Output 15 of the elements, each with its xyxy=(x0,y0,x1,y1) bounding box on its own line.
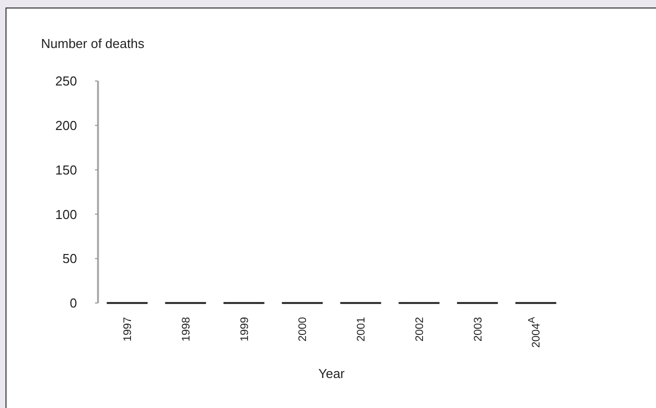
x-tick-label: 2000 xyxy=(297,317,310,342)
y-axis-title: Number of deaths xyxy=(41,36,145,51)
x-axis-title: Year xyxy=(318,366,346,381)
x-tick-label: 2001 xyxy=(356,317,368,342)
x-tick-label: 2003 xyxy=(472,317,484,342)
y-tick-label: 0 xyxy=(70,296,77,311)
x-tick-label: 1997 xyxy=(122,317,134,342)
y-tick-label: 250 xyxy=(55,74,77,89)
y-tick-label: 150 xyxy=(55,162,77,178)
y-tick-label: 50 xyxy=(62,251,77,266)
y-tick-label: 200 xyxy=(55,118,77,133)
x-tick-label: 1998 xyxy=(180,317,192,342)
y-tick-label: 100 xyxy=(55,206,77,222)
x-tick-label: 1999 xyxy=(238,317,251,342)
x-tick-label: 2002 xyxy=(414,317,426,342)
